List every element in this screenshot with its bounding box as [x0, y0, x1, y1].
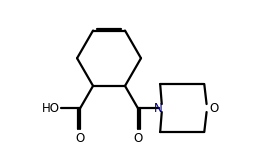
Text: HO: HO: [42, 102, 60, 115]
Text: O: O: [209, 102, 218, 115]
Text: N: N: [154, 102, 163, 115]
Text: O: O: [76, 132, 85, 145]
Text: O: O: [133, 132, 142, 145]
